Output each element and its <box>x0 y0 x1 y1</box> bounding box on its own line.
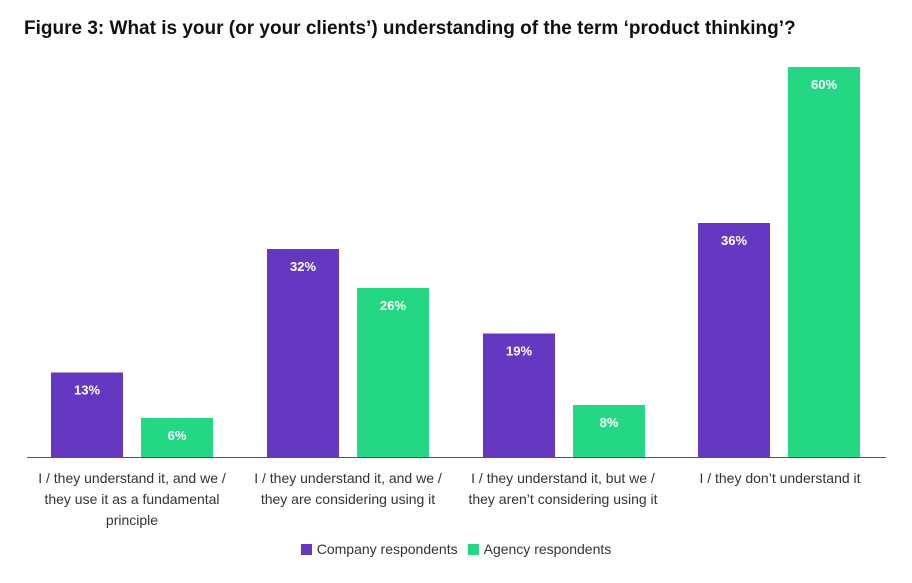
data-label-agency-4: 60% <box>811 77 837 92</box>
data-label-company-2: 32% <box>290 259 316 274</box>
data-label-company-4: 36% <box>721 233 747 248</box>
chart-title: Figure 3: What is your (or your clients’… <box>24 18 796 39</box>
bar-agency-4 <box>788 67 860 457</box>
legend-swatch-company <box>300 543 312 555</box>
legend-label-company: Company respondents <box>316 541 458 557</box>
category-label-considering: I / they understand it, and we / they ar… <box>254 470 442 507</box>
bar-company-2 <box>267 249 339 457</box>
bar-company-1 <box>51 372 123 457</box>
legend-item-agency: Agency respondents <box>467 541 612 557</box>
legend-label-agency: Agency respondents <box>483 541 612 557</box>
data-label-agency-3: 8% <box>600 415 619 430</box>
data-label-company-3: 19% <box>506 344 532 359</box>
bar-agency-1 <box>141 418 213 457</box>
chart-legend: Company respondents Agency respondents <box>0 541 912 557</box>
data-label-agency-1: 6% <box>168 428 187 443</box>
data-label-company-1: 13% <box>74 383 100 398</box>
bar-company-4 <box>698 223 770 457</box>
category-label-not-considering: I / they understand it, but we / they ar… <box>468 470 658 507</box>
bar-agency-2 <box>357 288 429 457</box>
legend-item-company: Company respondents <box>300 541 458 557</box>
bar-company-3 <box>483 333 555 457</box>
legend-swatch-agency <box>467 543 479 555</box>
bar-agency-3 <box>573 405 645 457</box>
category-label-use-as-principle: I / they understand it, and we / they us… <box>38 470 226 528</box>
category-label-dont-understand: I / they don’t understand it <box>699 470 861 486</box>
data-label-agency-2: 26% <box>380 298 406 313</box>
